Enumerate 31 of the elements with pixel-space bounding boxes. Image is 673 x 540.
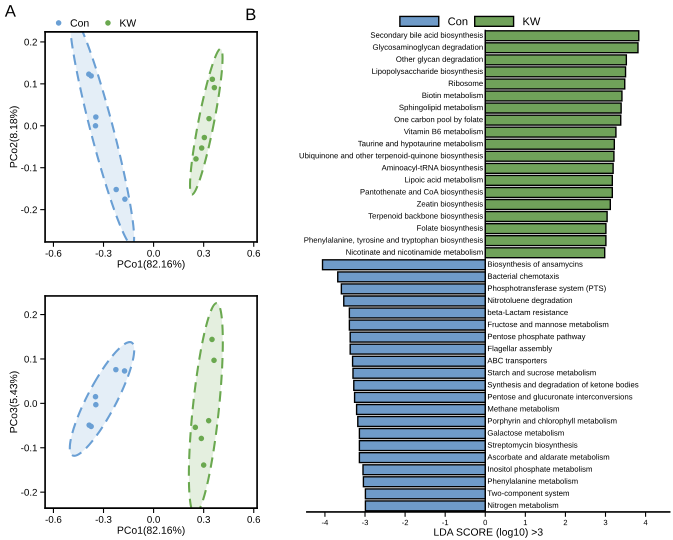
legend-label: KW (523, 18, 540, 26)
y-tick-label: 0.0 (24, 122, 38, 130)
y-tick-label: 0.2 (24, 311, 37, 318)
y-tick-label: 0.1 (24, 356, 37, 363)
legend-label: KW (120, 19, 136, 27)
text: A (4, 5, 16, 17)
y-tick-label: -0.2 (21, 488, 37, 496)
x-tick-label: 0.3 (197, 250, 210, 257)
y-tick-label: -0.1 (21, 444, 37, 452)
y-axis-title: PCo2(8.18%) (10, 106, 20, 168)
x-tick-label: 0.3 (197, 516, 210, 523)
x-tick-label: 0.0 (147, 516, 160, 523)
x-axis-title: LDA SCORE (log10) >3 (434, 528, 543, 538)
x-tick-label: 0.0 (147, 250, 160, 257)
x-tick-label: 0.6 (247, 250, 260, 257)
y-tick-label: 0.1 (24, 80, 37, 88)
legend-label: Con (448, 17, 468, 26)
x-axis-title: PCo1(82.16%) (118, 260, 185, 270)
y-tick-label: -0.2 (21, 206, 37, 214)
x-tick-label: -0.3 (96, 250, 112, 257)
x-tick-label: -0.6 (45, 516, 62, 523)
y-axis-title: PCo3(5.43%) (10, 371, 20, 432)
y-tick-label: 0.2 (24, 38, 37, 46)
y-tick-label: -0.1 (21, 164, 37, 172)
x-tick-label: -0.3 (96, 516, 112, 523)
text: B (246, 8, 256, 20)
x-axis-title: PCo1(82.16%) (118, 526, 185, 536)
y-tick-label: 0.0 (24, 400, 38, 407)
x-tick-label: -0.6 (45, 250, 62, 257)
legend-label: Con (70, 19, 89, 27)
x-tick-label: 0.6 (247, 516, 260, 523)
